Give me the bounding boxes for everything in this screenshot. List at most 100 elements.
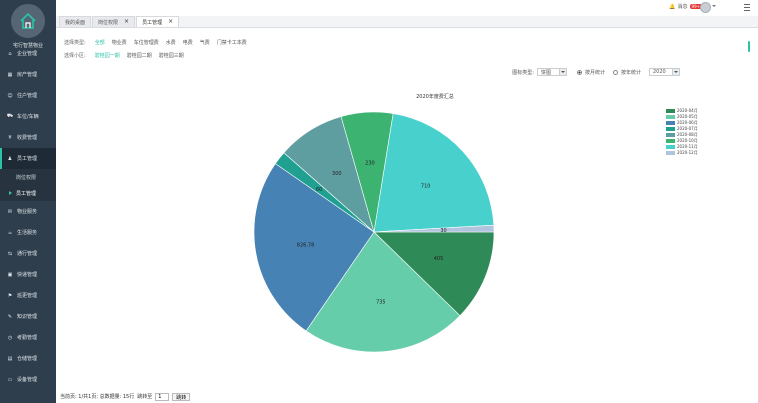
legend-swatch [666,108,675,113]
avatar[interactable] [700,2,711,13]
legend-item-3[interactable]: 2020-07月 [666,126,698,131]
legend-label: 2020-06月 [677,119,698,125]
service-icon: ✉ [7,208,13,215]
legend-swatch [666,132,675,137]
sidebar-item-label: 房产管理 [17,72,38,78]
page-info: 当前页: 1/共1页; 总数据量: 15行 [60,394,135,400]
pie-slice-label-0: 405 [434,256,444,262]
legend-item-2[interactable]: 2020-06月 [666,120,698,125]
sidebar-item-2[interactable]: ☺ 住户管理 [0,85,56,106]
community-option-1[interactable]: 碧桂园二期 [126,53,152,59]
patrol-icon: ⚑ [7,292,13,299]
pie-slice-label-2: 826.78 [297,243,315,249]
year-value: 2020 [653,69,666,75]
bell-icon: 🔔 [669,3,676,10]
chart-type-select[interactable]: 饼图 [536,68,567,76]
radio-year[interactable] [612,69,618,75]
chevron-down-icon[interactable] [712,5,716,7]
people-icon: ☺ [7,92,13,99]
sidebar-item-6[interactable]: ✉ 物业服务 [0,201,56,222]
message-badge: 99+ [689,4,702,9]
sidebar-item-label: 员工管理 [17,156,38,162]
sidebar-item-label: 收费管理 [17,135,38,141]
tab-label: 岗位权限 [98,19,119,26]
pie-slice-7[interactable] [373,224,495,233]
sidebar-item-10[interactable]: ⚑ 巡更管理 [0,285,56,306]
house-logo-icon [20,12,36,29]
legend-item-4[interactable]: 2020-08月 [666,132,698,137]
community-option-2[interactable]: 碧桂园三期 [158,53,184,59]
sidebar-item-0[interactable]: ⌂ 企业管理 [0,43,56,64]
sidebar-item-label: 车位/车辆 [17,114,39,120]
sidebar-item-label: 考勤管理 [17,335,38,341]
legend-label: 2020-12月 [677,149,698,155]
tab-label: 我的桌面 [65,19,86,26]
close-icon[interactable]: × [124,18,130,25]
type-option-1[interactable]: 物业费 [111,40,127,46]
legend-swatch [666,126,675,131]
pie-slice-6[interactable] [373,113,495,233]
sidebar-item-label: 物业服务 [17,209,38,215]
chart-legend: 2020-04月 2020-05月 2020-06月 2020-07月 2020-08月… [666,108,698,155]
tab-label: 员工管理 [142,19,163,26]
sidebar-item-label: 设备管理 [17,377,38,383]
sidebar: 宅行智慧物业 ⌂ 企业管理 ▦ 房产管理 ☺ 住户管理 ⛟ 车位/车辆 ¥ 收费管理 ♟ 员工管理岗位… [0,0,56,403]
sidebar-item-11[interactable]: ✎ 知识管理 [0,306,56,327]
sidebar-item-label: 住户管理 [17,93,38,99]
legend-swatch [666,120,675,125]
sidebar-item-8[interactable]: ⇆ 通行管理 [0,243,56,264]
jump-page-input[interactable] [155,392,170,401]
sidebar-item-5[interactable]: ♟ 员工管理 [0,148,56,169]
legend-item-6[interactable]: 2020-11月 [666,144,698,149]
menu-icon[interactable] [744,4,750,11]
pie-slice-label-3: 60 [316,187,322,193]
pie-chart: 405 735 826.78 60 300 230 710 30 [253,111,495,353]
radio-month[interactable] [576,69,582,75]
sidebar-item-label: 知识管理 [17,314,38,320]
sidebar-item-1[interactable]: ▦ 房产管理 [0,64,56,85]
pie-slice-0[interactable] [373,231,495,317]
sidebar-item-9[interactable]: ▣ 快递管理 [0,264,56,285]
brand-title: 宅行智慧物业 [12,43,43,49]
legend-item-1[interactable]: 2020-05月 [666,114,698,119]
pie-slice-1[interactable] [305,231,461,353]
legend-item-0[interactable]: 2020-04月 [666,108,698,113]
year-select[interactable]: 2020 [649,68,680,76]
sidebar-item-7[interactable]: ☕ 生活服务 [0,222,56,243]
community-option-0[interactable]: 碧桂园一期 [94,53,120,59]
type-option-0[interactable]: 全部 [94,40,105,46]
subnav-item-0[interactable]: 岗位权限 [0,169,56,185]
subnav-item-1[interactable]: 员工管理 [0,185,56,201]
tab-0[interactable]: 我的桌面 [59,16,92,27]
type-option-2[interactable]: 车位管理费 [133,40,159,46]
sidebar-item-14[interactable]: ▭ 设备管理 [0,369,56,390]
message-link[interactable]: 🔔 消息 99+ [669,3,702,10]
scroll-indicator[interactable] [748,41,750,52]
sidebar-item-12[interactable]: ◷ 考勤管理 [0,327,56,348]
legend-label: 2020-10月 [677,137,698,143]
community-filter-label: 选择小区: [64,53,86,59]
legend-label: 2020-11月 [677,143,698,149]
type-option-4[interactable]: 电费 [182,40,193,46]
logo [11,4,45,38]
type-option-6[interactable]: 门禁卡工本费 [216,40,247,46]
type-option-3[interactable]: 水费 [165,40,176,46]
sidebar-item-13[interactable]: ▤ 仓储管理 [0,348,56,369]
type-option-5[interactable]: 气费 [199,40,210,46]
message-label: 消息 [677,4,688,10]
tab-2[interactable]: 员工管理 × [136,16,180,27]
legend-label: 2020-07月 [677,125,698,131]
close-icon[interactable]: × [168,18,174,25]
pie-slice-2[interactable] [253,163,375,332]
jump-label: 跳转至 [137,394,153,400]
legend-item-5[interactable]: 2020-10月 [666,138,698,143]
legend-swatch [666,144,675,149]
sidebar-item-3[interactable]: ⛟ 车位/车辆 [0,106,56,127]
subnav-item-label: 岗位权限 [16,174,37,181]
legend-item-7[interactable]: 2020-12月 [666,150,698,155]
pie-slice-label-6: 710 [421,183,431,189]
jump-button[interactable]: 跳转 [172,392,191,401]
sidebar-item-4[interactable]: ¥ 收费管理 [0,127,56,148]
tab-1[interactable]: 岗位权限 × [92,16,136,27]
